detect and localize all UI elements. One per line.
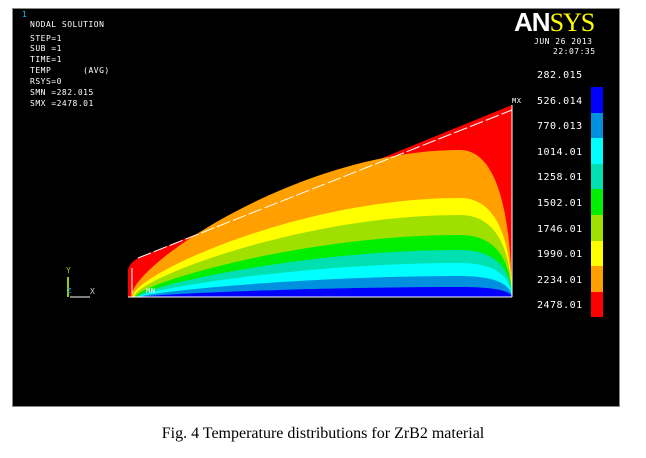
legend-label: 1014.01	[537, 146, 583, 158]
time-text: TIME=1	[30, 55, 62, 64]
temp-text: TEMP (AVG)	[30, 66, 110, 75]
ansys-logo: ANSYS	[514, 7, 595, 37]
legend-swatch	[591, 163, 603, 190]
boundary-line	[137, 109, 513, 259]
legend-label: 770.013	[537, 121, 583, 133]
rsys-text: RSYS=0	[30, 77, 62, 86]
legend-swatch	[591, 240, 603, 267]
max-marker: MX	[512, 97, 522, 105]
legend-swatch	[591, 138, 603, 164]
clock-text: 22:07:35	[553, 47, 596, 56]
legend-swatch	[591, 87, 603, 113]
smx-text: SMX =2478.01	[30, 99, 94, 108]
legend-label: 2234.01	[537, 274, 583, 286]
sub-text: SUB =1	[30, 44, 62, 53]
legend-swatch	[591, 291, 603, 318]
legend-label: 2478.01	[537, 300, 583, 312]
triad-x-label: X	[90, 287, 96, 296]
figure-caption: Fig. 4 Temperature distributions for ZrB…	[161, 425, 485, 442]
legend-label: 282.015	[537, 70, 583, 81]
legend-label: 1746.01	[537, 223, 583, 235]
legend-swatch	[591, 215, 603, 241]
legend-label: 1258.01	[537, 172, 583, 184]
triad-z-label: Z	[67, 287, 72, 295]
contour-band	[141, 287, 512, 297]
triad-y-label: Y	[66, 266, 72, 275]
legend-swatch	[591, 189, 603, 215]
legend-label: 526.014	[537, 95, 583, 107]
date-text: JUN 26 2013	[534, 37, 593, 46]
smn-text: SMN =282.015	[30, 88, 94, 97]
legend-label: 1502.01	[537, 198, 583, 209]
legend-label: 1990.01	[537, 249, 583, 261]
legend-swatch	[591, 266, 603, 292]
step-text: STEP=1	[30, 34, 62, 43]
window-number: 1	[22, 10, 28, 19]
plot-title: NODAL SOLUTION	[30, 20, 105, 29]
legend-swatch	[591, 112, 603, 139]
min-marker: MN	[146, 287, 156, 295]
